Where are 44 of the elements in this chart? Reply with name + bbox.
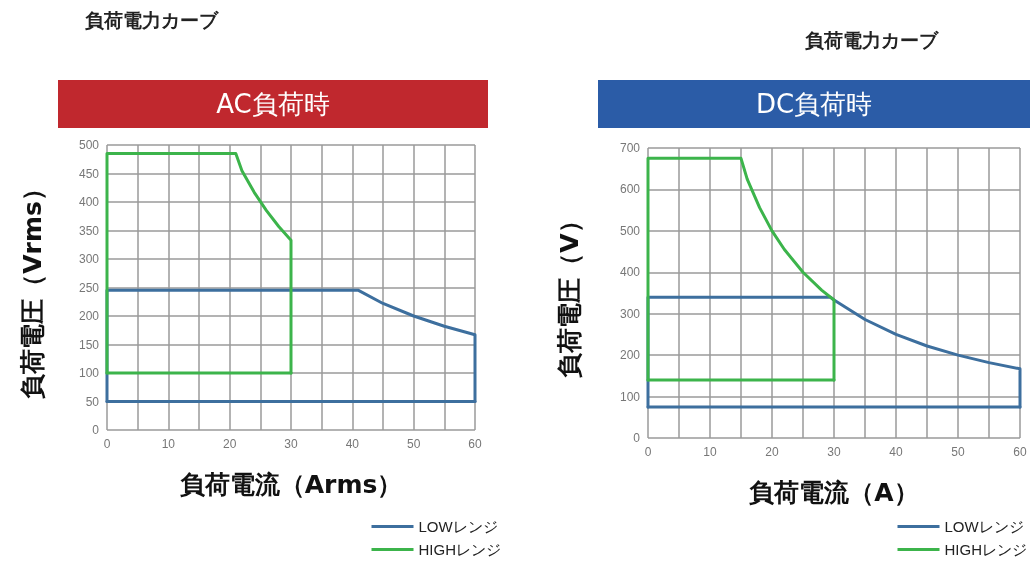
y-tick-label: 0 [92, 423, 100, 437]
y-tick-label: 700 [619, 141, 641, 155]
y-tick-label: 300 [619, 306, 641, 321]
y-axis-title: 負荷電圧（V） [555, 208, 584, 378]
chart-subtitle: AC負荷時 [58, 80, 488, 128]
y-tick-label: 500 [78, 138, 100, 152]
y-tick-label: 100 [619, 389, 641, 404]
y-tick-label: 400 [78, 195, 100, 209]
y-tick-label: 200 [619, 348, 641, 363]
y-tick-label: 100 [78, 366, 100, 380]
x-axis-title: 負荷電流（A） [749, 478, 919, 507]
x-tick-label: 20 [222, 437, 237, 451]
y-tick-label: 500 [619, 223, 641, 238]
legend-label: HIGHレンジ [944, 541, 1027, 558]
y-tick-label: 200 [78, 309, 100, 323]
y-tick-label: 400 [619, 265, 641, 280]
y-tick-label: 50 [85, 394, 100, 409]
y-tick-label: 250 [78, 280, 100, 295]
legend-label: LOWレンジ [944, 518, 1024, 535]
x-axis-title: 負荷電流（Arms） [179, 470, 403, 499]
x-tick-label: 60 [1013, 445, 1027, 459]
x-tick-label: 60 [468, 437, 482, 451]
x-tick-label: 10 [703, 445, 717, 459]
legend-label: HIGHレンジ [418, 541, 501, 558]
x-tick-label: 20 [765, 445, 779, 459]
x-tick-label: 50 [951, 445, 965, 459]
x-tick-label: 30 [284, 437, 298, 451]
y-tick-label: 300 [78, 252, 100, 266]
chart-title: 負荷電力カーブ [805, 28, 938, 53]
x-tick-label: 40 [345, 437, 360, 451]
y-axis-title: 負荷電圧（Vrms） [18, 176, 47, 399]
x-tick-label: 50 [406, 437, 421, 451]
y-tick-label: 150 [78, 337, 100, 352]
y-tick-label: 450 [78, 166, 100, 181]
x-tick-label: 0 [644, 445, 652, 459]
chart-subtitle: DC負荷時 [598, 80, 1030, 128]
x-tick-label: 40 [889, 445, 903, 459]
legend-label: LOWレンジ [418, 518, 498, 535]
x-tick-label: 10 [161, 437, 176, 451]
y-tick-label: 350 [78, 223, 100, 238]
y-tick-label: 600 [619, 182, 641, 197]
x-tick-label: 0 [103, 437, 111, 451]
chart-title: 負荷電力カーブ [85, 8, 218, 33]
x-tick-label: 30 [827, 445, 841, 459]
